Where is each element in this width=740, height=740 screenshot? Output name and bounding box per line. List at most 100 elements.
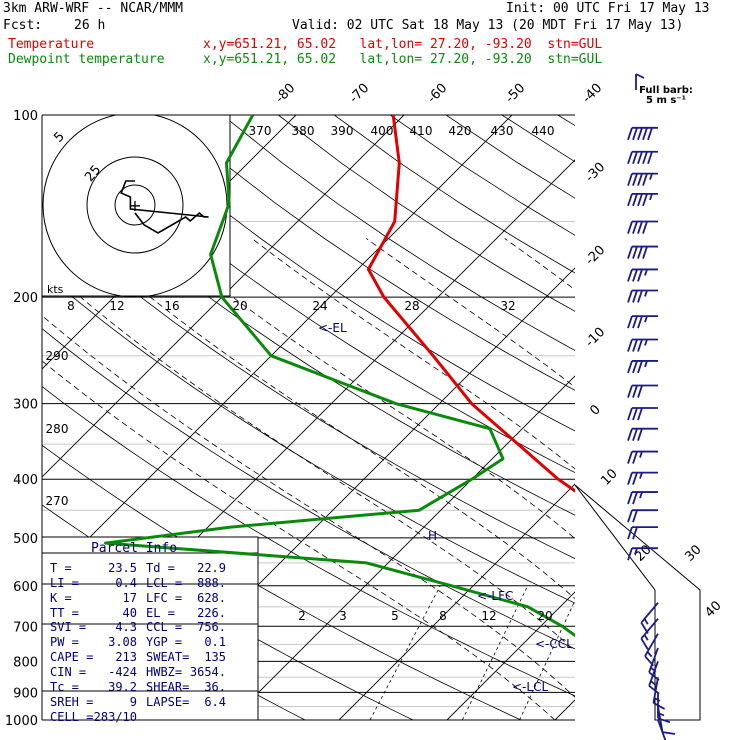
parcel-field-label: SHEAR=	[146, 680, 189, 694]
hodograph-ring	[42, 115, 228, 298]
parcel-field-label: SVI =	[50, 620, 86, 634]
barb-half-flag	[644, 290, 648, 297]
barb-half-flag	[643, 618, 649, 625]
parcel-field-label: SWEAT=	[146, 650, 189, 664]
parcel-field-value: 17	[123, 591, 137, 605]
barb-flag	[627, 547, 633, 561]
barb-staff	[657, 719, 667, 740]
mixing-ratio-lines	[369, 585, 575, 720]
barb-flag	[627, 151, 633, 165]
isotherm-line	[554, 699, 575, 720]
moist-adiabat	[251, 238, 575, 470]
parcel-field-value: 23.5	[108, 561, 137, 575]
parcel-field-value: 283/10	[94, 710, 137, 724]
chart-header: 3km ARW-WRF -- NCAR/MMM Init: 00 UTC Fri…	[0, 0, 740, 70]
isotherm-line	[663, 115, 740, 720]
hodograph-ring	[114, 184, 156, 226]
barb-flag	[627, 269, 633, 282]
wind-barb	[627, 245, 658, 259]
theta-label: 280	[46, 422, 69, 436]
parcel-field-label: T =	[50, 561, 72, 575]
wind-barb	[627, 491, 658, 505]
dewpoint-location: x,y=651.21, 65.02 lat,lon= 27.20, -93.20…	[203, 52, 603, 67]
barb-flag	[627, 173, 633, 186]
dry-adiabat	[726, 115, 740, 720]
barb-half-flag	[644, 269, 648, 276]
parcel-field-value: 0.1	[204, 635, 226, 649]
legend-barb-flag	[635, 73, 645, 79]
parcel-field-label: YGP =	[146, 635, 182, 649]
moist-adiabat	[157, 238, 575, 540]
temperature-location: x,y=651.21, 65.02 lat,lon= 27.20, -93.20…	[203, 37, 603, 52]
barb-half-flag	[649, 173, 653, 180]
barb-flag	[637, 246, 643, 259]
parcel-field-label: EL =	[146, 606, 175, 620]
parcel-field-value: 6.4	[204, 695, 226, 709]
barb-flag	[637, 428, 643, 441]
mixing-ratio-line	[369, 585, 441, 720]
barb-flag	[627, 246, 633, 259]
parcel-field-value: -424	[108, 665, 137, 679]
mixing-ratio-label: 2	[298, 609, 306, 623]
model-title: 3km ARW-WRF -- NCAR/MMM	[3, 1, 184, 16]
dry-adiabat	[670, 115, 740, 720]
wind-barb	[627, 509, 658, 523]
dry-adiabat	[54, 115, 575, 474]
parcel-field-label: LCL =	[146, 576, 182, 590]
barb-flag	[627, 193, 633, 207]
parcel-field-value: 40	[123, 606, 137, 620]
theta-label: 380	[292, 124, 315, 138]
parcel-field-label: CIN =	[50, 665, 86, 679]
wind-barb	[627, 427, 658, 441]
isotherm-line	[446, 591, 575, 720]
barb-flag	[632, 360, 638, 374]
barb-half-flag	[649, 193, 653, 201]
isotherm-label: -20	[583, 243, 609, 269]
barb-flag	[642, 173, 648, 186]
hodograph-tick-label: 12	[109, 299, 124, 313]
parcel-field-value: 39.2	[108, 680, 137, 694]
parcel-field-value: 213	[115, 650, 137, 664]
parcel-field-label: K =	[50, 591, 72, 605]
dry-adiabat	[42, 385, 575, 697]
moist-adiabat	[42, 360, 556, 720]
hodograph-units: kts	[47, 283, 64, 296]
parcel-field-label: SREH =	[50, 695, 93, 709]
barb-flag	[632, 269, 638, 282]
wind-barb	[627, 172, 658, 186]
isotherm-label: -80	[273, 81, 299, 107]
barb-flag	[637, 339, 643, 352]
wind-barb	[627, 450, 658, 464]
theta-label: 370	[249, 124, 272, 138]
dry-adiabat	[222, 115, 575, 351]
barb-flag	[647, 127, 653, 141]
wind-barb	[627, 268, 658, 282]
dry-adiabat	[166, 115, 575, 391]
pressure-tick-label: 800	[13, 655, 38, 670]
hodograph-tick-label: 24	[312, 299, 327, 313]
parcel-field-label: CELL =	[50, 710, 93, 724]
mixing-ratio-label: 12	[481, 609, 496, 623]
theta-label: 410	[410, 124, 433, 138]
theta-label: 290	[46, 349, 69, 363]
pressure-tick-label: 300	[13, 398, 38, 413]
barb-flag	[632, 173, 638, 186]
barb-flag	[642, 221, 648, 234]
barb-flag	[637, 151, 643, 165]
dry-adiabat	[42, 213, 575, 560]
parcel-field-label: TT =	[50, 606, 79, 620]
barb-flag	[627, 290, 633, 303]
parcel-field-label: PW =	[50, 635, 79, 649]
barb-half-flag	[639, 491, 643, 499]
barb-half-flag	[650, 680, 657, 686]
isotherm-line	[42, 115, 405, 478]
barb-flag	[642, 151, 648, 165]
parcel-field-value: 3.08	[108, 635, 137, 649]
barb-flag	[627, 315, 633, 329]
barb-flag	[632, 526, 638, 540]
barb-flag	[637, 193, 643, 207]
moist-adiabat	[80, 238, 575, 600]
barb-flag	[632, 151, 638, 165]
barb-flag	[637, 269, 643, 282]
